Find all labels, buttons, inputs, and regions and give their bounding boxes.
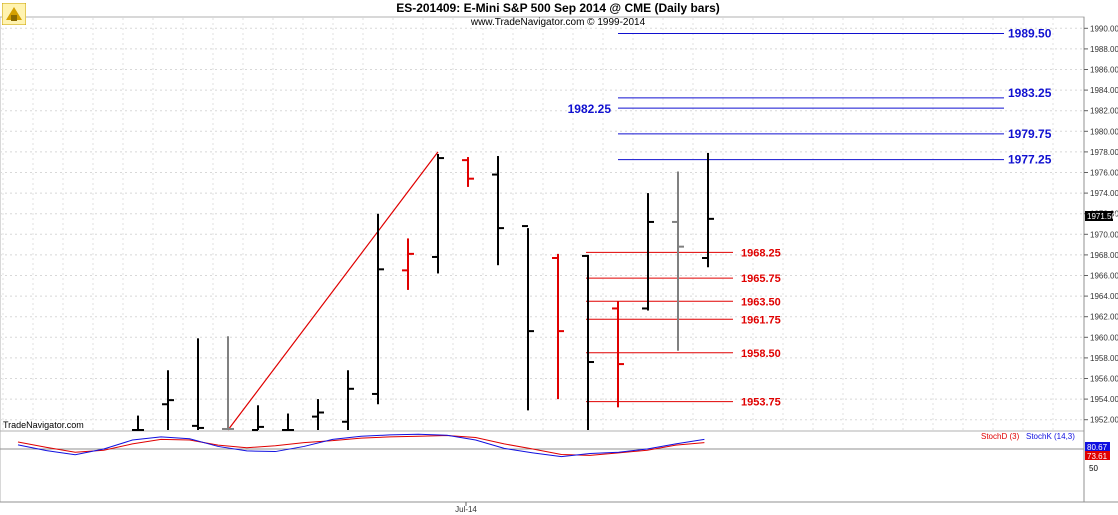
support-label: 1953.75 bbox=[741, 397, 781, 409]
legend-stochd: StochD (3) bbox=[981, 432, 1020, 441]
y-tick-label: 1980.00 bbox=[1090, 127, 1118, 136]
y-tick-label: 1982.00 bbox=[1090, 107, 1118, 116]
y-tick-label: 1974.00 bbox=[1090, 189, 1118, 198]
y-tick-label: 1988.00 bbox=[1090, 45, 1118, 54]
resistance-label: 1989.50 bbox=[1008, 26, 1052, 40]
support-label: 1968.25 bbox=[741, 247, 781, 259]
trade-navigator-logo-icon[interactable] bbox=[1, 2, 27, 26]
y-tick-label: 1978.00 bbox=[1090, 148, 1118, 157]
y-tick-label: 1990.00 bbox=[1090, 24, 1118, 33]
price-axis: 1952.00 1954.00 1956.00 1958.00 1960.00 1962.… bbox=[1084, 24, 1118, 425]
y-tick-label: 1962.00 bbox=[1090, 313, 1118, 322]
chart-subtitle: www.TradeNavigator.com © 1999-2014 bbox=[470, 17, 646, 28]
resistance-label: 1977.25 bbox=[1008, 153, 1052, 167]
y-tick-label: 1984.00 bbox=[1090, 86, 1118, 95]
y-tick-label: 1976.00 bbox=[1090, 169, 1118, 178]
y-tick-label: 1986.00 bbox=[1090, 66, 1118, 75]
stochk-value-tag bbox=[1085, 442, 1110, 451]
chart-title: ES-201409: E-Mini S&P 500 Sep 2014 @ CME… bbox=[396, 1, 720, 15]
resistance-label: 1983.25 bbox=[1008, 86, 1052, 100]
stochd-value: 73.61 bbox=[1087, 452, 1108, 461]
resistance-label: 1979.75 bbox=[1008, 127, 1052, 141]
y-tick-label: 1966.00 bbox=[1090, 272, 1118, 281]
support-label: 1958.50 bbox=[741, 348, 781, 360]
y-tick-label: 1970.00 bbox=[1090, 230, 1118, 239]
x-tick-label: Jul-14 bbox=[455, 505, 477, 514]
y-tick-label: 1964.00 bbox=[1090, 292, 1118, 301]
y-tick-label: 1954.00 bbox=[1090, 395, 1118, 404]
stochd-value-tag bbox=[1085, 451, 1110, 460]
date-axis: Jul-14Aug-14 bbox=[455, 502, 477, 514]
price-grid bbox=[0, 27, 1084, 421]
stochd-line bbox=[17, 435, 705, 456]
last-price-label: 1971.50 bbox=[1087, 212, 1116, 221]
stochk-value: 80.67 bbox=[1087, 443, 1108, 452]
legend-stochk: StochK (14,3) bbox=[1026, 432, 1075, 441]
trendline bbox=[227, 151, 439, 431]
y-tick-label: 1956.00 bbox=[1090, 375, 1118, 384]
indicator-panel bbox=[0, 430, 1085, 503]
y-tick-label: 1952.00 bbox=[1090, 416, 1118, 425]
trendline-group bbox=[227, 151, 439, 431]
level-lines: 1989.50 1983.25 1982.25 1979.75 1977.25 1968.… bbox=[568, 26, 1052, 408]
last-price-tag bbox=[1085, 211, 1113, 221]
price-panel bbox=[0, 16, 1085, 432]
date-grid bbox=[2, 18, 1054, 430]
y-tick-label: 1958.00 bbox=[1090, 354, 1118, 363]
stochk-line bbox=[17, 433, 705, 458]
price-bars bbox=[132, 152, 714, 431]
y-tick-label: 1960.00 bbox=[1090, 333, 1118, 342]
support-label: 1963.50 bbox=[741, 296, 781, 308]
resistance-label: 1982.25 bbox=[568, 102, 612, 116]
stoch-lines bbox=[17, 433, 705, 458]
support-label: 1961.75 bbox=[741, 314, 781, 326]
support-label: 1965.75 bbox=[741, 273, 781, 285]
watermark: TradeNavigator.com bbox=[3, 420, 84, 430]
y-tick-label: 1968.00 bbox=[1090, 251, 1118, 260]
stoch-tick-50: 50 bbox=[1089, 464, 1098, 473]
